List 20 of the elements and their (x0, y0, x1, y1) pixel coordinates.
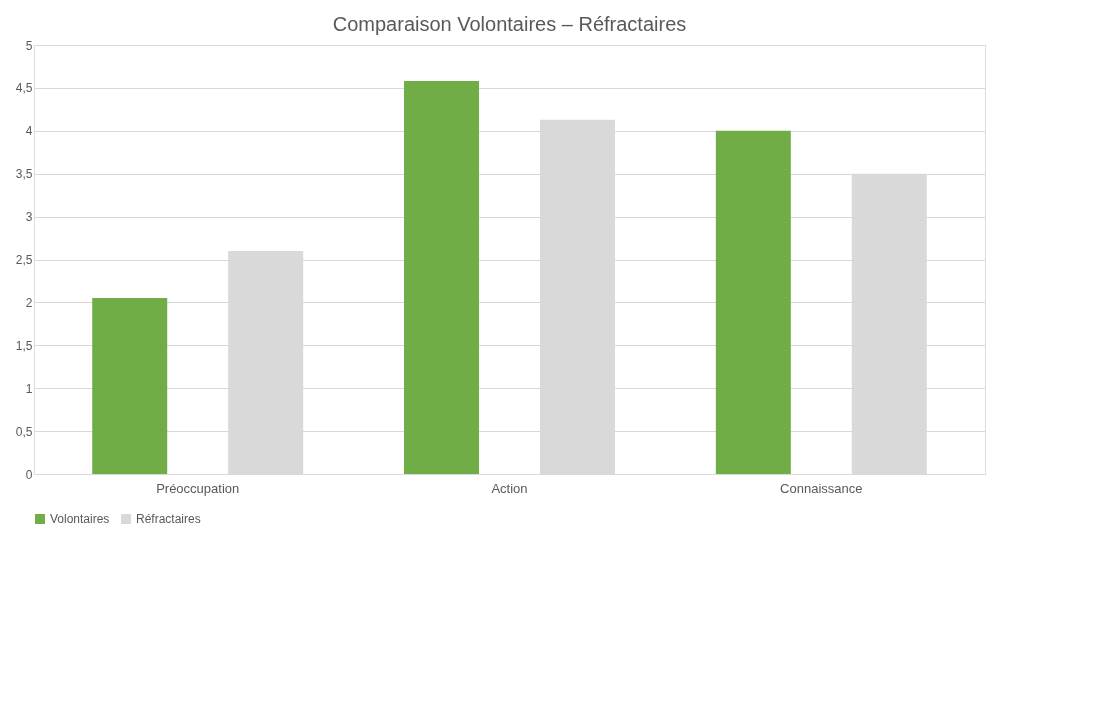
y-tick-label: 4 (25, 124, 33, 139)
y-tick-label: 5 (25, 38, 33, 53)
bar (404, 81, 480, 474)
y-tick-label: 0 (25, 467, 33, 482)
y-tick-label: 0,5 (15, 424, 33, 439)
x-tick-label: Action (491, 480, 528, 496)
y-tick-label: 2 (25, 295, 33, 310)
x-tick-label: Préoccupation (156, 480, 240, 496)
bar (715, 130, 791, 474)
y-tick-label: 3 (25, 210, 33, 225)
x-tick-label: Connaissance (780, 480, 863, 496)
y-tick-label: 1 (25, 381, 33, 396)
y-tick-label: 4,5 (15, 81, 33, 96)
y-tick-label: 1,5 (15, 338, 33, 353)
y-tick-label: 2,5 (15, 253, 33, 267)
y-tick-label: 3,5 (15, 167, 33, 182)
bar (92, 298, 168, 474)
chart-title: Comparaison Volontaires – Réfractaires (332, 13, 687, 35)
legend-label: Réfractaires (136, 512, 201, 526)
legend-label: Volontaires (50, 512, 110, 526)
